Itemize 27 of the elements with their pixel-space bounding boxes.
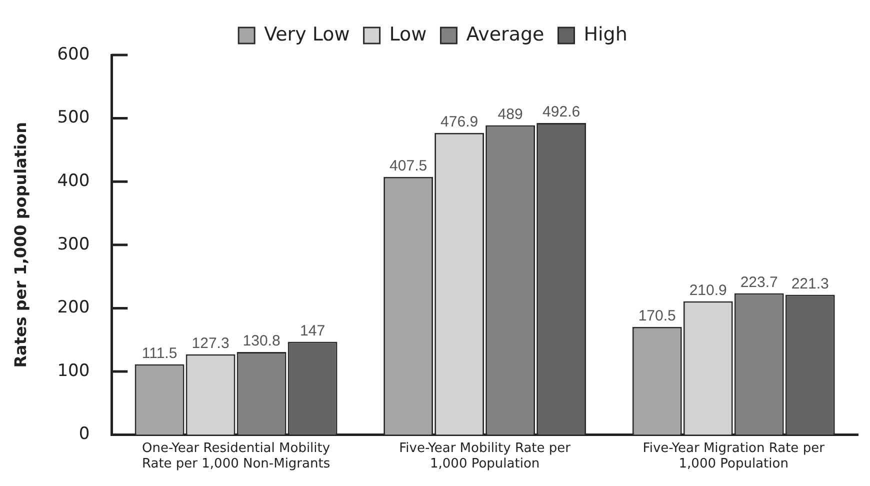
data-label: 476.9 (440, 114, 478, 131)
data-label: 170.5 (638, 308, 676, 325)
data-label: 111.5 (142, 344, 178, 362)
y-tick-label: 400 (57, 171, 90, 192)
x-tick-label: One-Year Residential Mobility Rate per 1,000 Non-Migrants (142, 440, 330, 472)
data-label: 492.6 (542, 104, 580, 121)
y-tick-label: 600 (57, 44, 90, 64)
legend-label: Low (389, 23, 427, 46)
x-tick-label: Five-Year Migration Rate per 1,000 Population (642, 440, 826, 472)
y-tick-label: 100 (57, 360, 90, 381)
data-label: 147 (300, 322, 326, 340)
data-label: 130.8 (242, 332, 280, 350)
legend-label: Average (466, 23, 544, 46)
data-label: 221.3 (791, 275, 829, 292)
y-tick-label: 300 (57, 234, 90, 254)
data-label: 407.5 (390, 157, 428, 174)
y-tick-label: 200 (57, 298, 90, 318)
y-tick-label: 500 (57, 108, 90, 128)
legend-label: High (584, 23, 628, 46)
data-label: 489 (498, 106, 523, 123)
data-label: 127.3 (192, 334, 230, 352)
data-label: 223.7 (740, 274, 778, 291)
y-axis-title: Rates per 1,000 population (10, 122, 30, 368)
x-tick-label: Five-Year Mobility Rate per 1,000 Population (399, 440, 572, 472)
legend-label: Very Low (264, 23, 350, 46)
data-label: 210.9 (689, 282, 727, 299)
y-tick-label: 0 (78, 424, 90, 444)
